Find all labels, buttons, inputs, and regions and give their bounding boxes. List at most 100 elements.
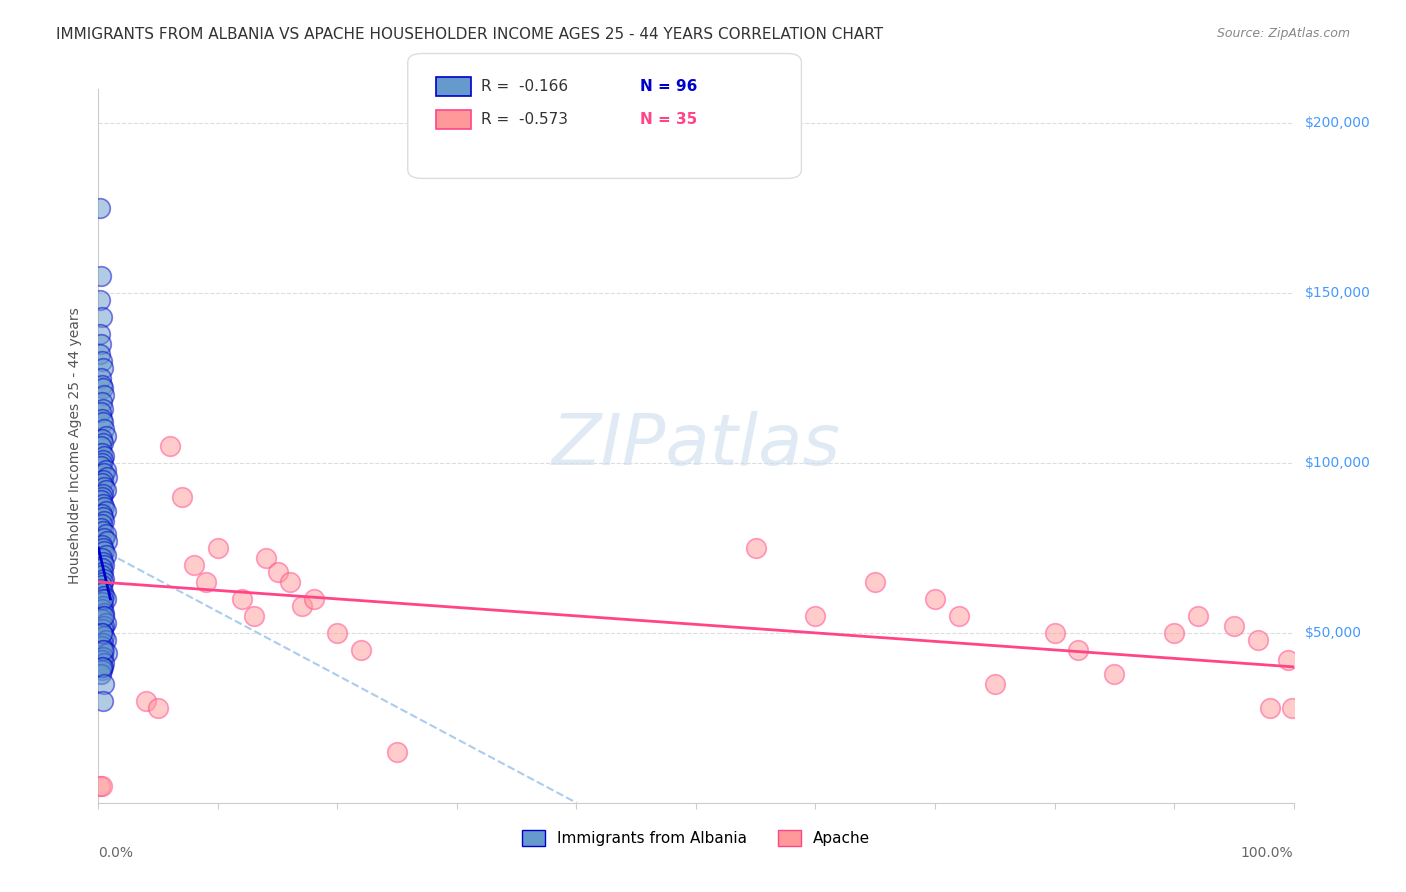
Point: [91, 694, 114, 708]
Point: [93, 558, 115, 572]
Point: [1067, 643, 1090, 657]
Point: [91, 640, 114, 654]
Text: ZIPatlas: ZIPatlas: [551, 411, 841, 481]
Point: [93, 619, 115, 633]
Legend: Immigrants from Albania, Apache: Immigrants from Albania, Apache: [516, 824, 876, 852]
Point: [91, 415, 114, 429]
Point: [93, 629, 115, 643]
Point: [90, 666, 112, 681]
Point: [267, 565, 290, 579]
Point: [91, 585, 114, 599]
Point: [91, 608, 114, 623]
Point: [91, 310, 114, 324]
Point: [93, 422, 115, 436]
Point: [91, 660, 114, 674]
Point: [93, 643, 115, 657]
Point: [135, 694, 157, 708]
Point: [91, 486, 114, 500]
Point: [93, 608, 115, 623]
Point: [93, 531, 115, 545]
Point: [326, 626, 349, 640]
Point: [89, 347, 111, 361]
Point: [91, 643, 114, 657]
Point: [91, 561, 114, 575]
Point: [91, 456, 114, 470]
Point: [172, 490, 194, 504]
Point: [89, 779, 111, 793]
Point: [948, 608, 970, 623]
Text: Source: ZipAtlas.com: Source: ZipAtlas.com: [1216, 27, 1350, 40]
Point: [90, 493, 112, 508]
Point: [91, 663, 114, 677]
Point: [90, 582, 112, 596]
Point: [93, 500, 115, 515]
Point: [93, 606, 115, 620]
Point: [231, 591, 253, 606]
Point: [1258, 700, 1281, 714]
Point: [91, 446, 114, 460]
Point: [91, 599, 114, 613]
Point: [96, 469, 118, 483]
Point: [91, 626, 114, 640]
Point: [1187, 608, 1209, 623]
Point: [1281, 700, 1303, 714]
Point: [91, 524, 114, 538]
Point: [90, 269, 112, 284]
Point: [93, 544, 115, 558]
Text: $200,000: $200,000: [1305, 116, 1371, 130]
Text: IMMIGRANTS FROM ALBANIA VS APACHE HOUSEHOLDER INCOME AGES 25 - 44 YEARS CORRELAT: IMMIGRANTS FROM ALBANIA VS APACHE HOUSEH…: [56, 27, 883, 42]
Point: [91, 649, 114, 664]
Point: [1277, 653, 1299, 667]
Point: [91, 432, 114, 446]
Point: [89, 201, 111, 215]
Point: [94, 527, 117, 541]
Point: [207, 541, 229, 555]
Point: [1223, 619, 1246, 633]
Point: [91, 476, 114, 491]
Point: [93, 480, 115, 494]
Point: [93, 514, 115, 528]
Point: [91, 565, 114, 579]
Point: [91, 623, 114, 637]
Point: [1104, 666, 1126, 681]
Point: [91, 537, 114, 551]
Point: [89, 326, 111, 341]
Point: [94, 591, 117, 606]
Point: [91, 779, 114, 793]
Point: [93, 589, 115, 603]
Point: [94, 615, 117, 630]
Point: [91, 497, 114, 511]
Point: [91, 394, 114, 409]
Point: [91, 636, 114, 650]
Point: [91, 626, 114, 640]
Point: [159, 439, 181, 453]
Point: [94, 548, 117, 562]
Point: [91, 653, 114, 667]
Point: [91, 377, 114, 392]
Text: N = 96: N = 96: [640, 79, 697, 94]
Text: $150,000: $150,000: [1305, 286, 1371, 300]
Point: [89, 293, 111, 307]
Point: [91, 578, 114, 592]
Point: [91, 555, 114, 569]
Point: [865, 574, 887, 589]
Point: [91, 568, 114, 582]
Point: [91, 574, 114, 589]
Point: [350, 643, 373, 657]
Text: $100,000: $100,000: [1305, 456, 1371, 470]
Point: [94, 503, 117, 517]
Point: [91, 660, 114, 674]
Point: [93, 677, 115, 691]
Point: [924, 591, 946, 606]
Point: [91, 602, 114, 616]
Point: [291, 599, 314, 613]
Point: [93, 388, 115, 402]
Point: [1247, 632, 1270, 647]
Point: [90, 405, 112, 419]
Point: [91, 490, 114, 504]
Point: [90, 337, 112, 351]
Point: [91, 517, 114, 532]
Point: [94, 463, 117, 477]
Point: [93, 449, 115, 463]
Point: [984, 677, 1007, 691]
